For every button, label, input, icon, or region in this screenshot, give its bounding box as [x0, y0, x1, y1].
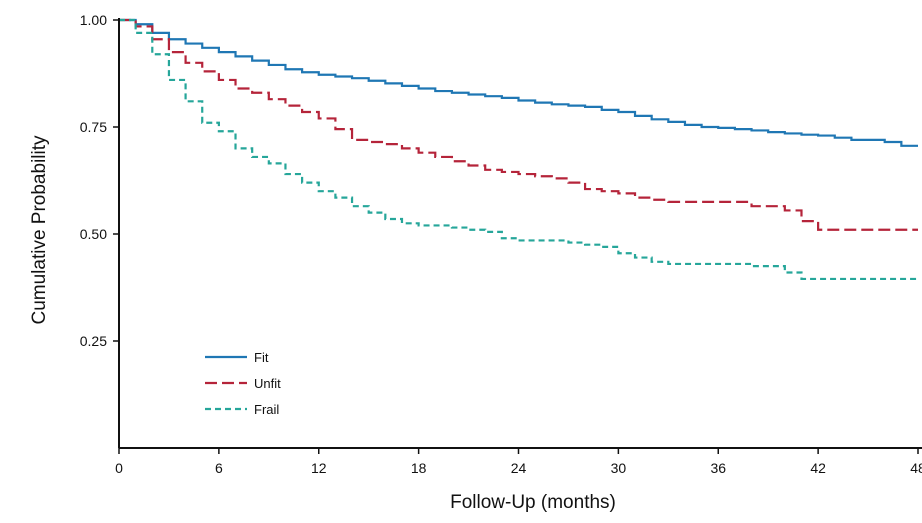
- x-tick-label: 12: [311, 460, 327, 476]
- y-tick-label: 0.50: [80, 226, 107, 242]
- series-line-fit: [119, 18, 918, 147]
- x-tick-label: 42: [810, 460, 826, 476]
- x-tick-label: 48: [910, 460, 922, 476]
- y-tick-label: 1.00: [80, 12, 107, 28]
- y-ticks: 0.25 0.50 0.75 1.00: [80, 12, 119, 349]
- legend-label-fit: Fit: [254, 350, 269, 365]
- plot-lines: [119, 18, 918, 281]
- x-tick-label: 6: [215, 460, 223, 476]
- series-line-frail: [119, 18, 918, 281]
- legend-label-frail: Frail: [254, 402, 279, 417]
- y-tick-label: 0.75: [80, 119, 107, 135]
- x-tick-label: 30: [611, 460, 627, 476]
- x-axis-title: Follow-Up (months): [450, 492, 616, 513]
- legend-label-unfit: Unfit: [254, 376, 281, 391]
- x-tick-label: 36: [710, 460, 726, 476]
- x-ticks: 0 6 12 18 24 30 36 42 48: [115, 448, 922, 476]
- x-tick-label: 0: [115, 460, 123, 476]
- x-tick-label: 18: [411, 460, 427, 476]
- y-axis-title: Cumulative Probability: [29, 135, 50, 325]
- legend: Fit Unfit Frail: [205, 350, 281, 417]
- x-tick-label: 24: [511, 460, 527, 476]
- series-line-unfit: [119, 18, 918, 231]
- y-tick-label: 0.25: [80, 333, 107, 349]
